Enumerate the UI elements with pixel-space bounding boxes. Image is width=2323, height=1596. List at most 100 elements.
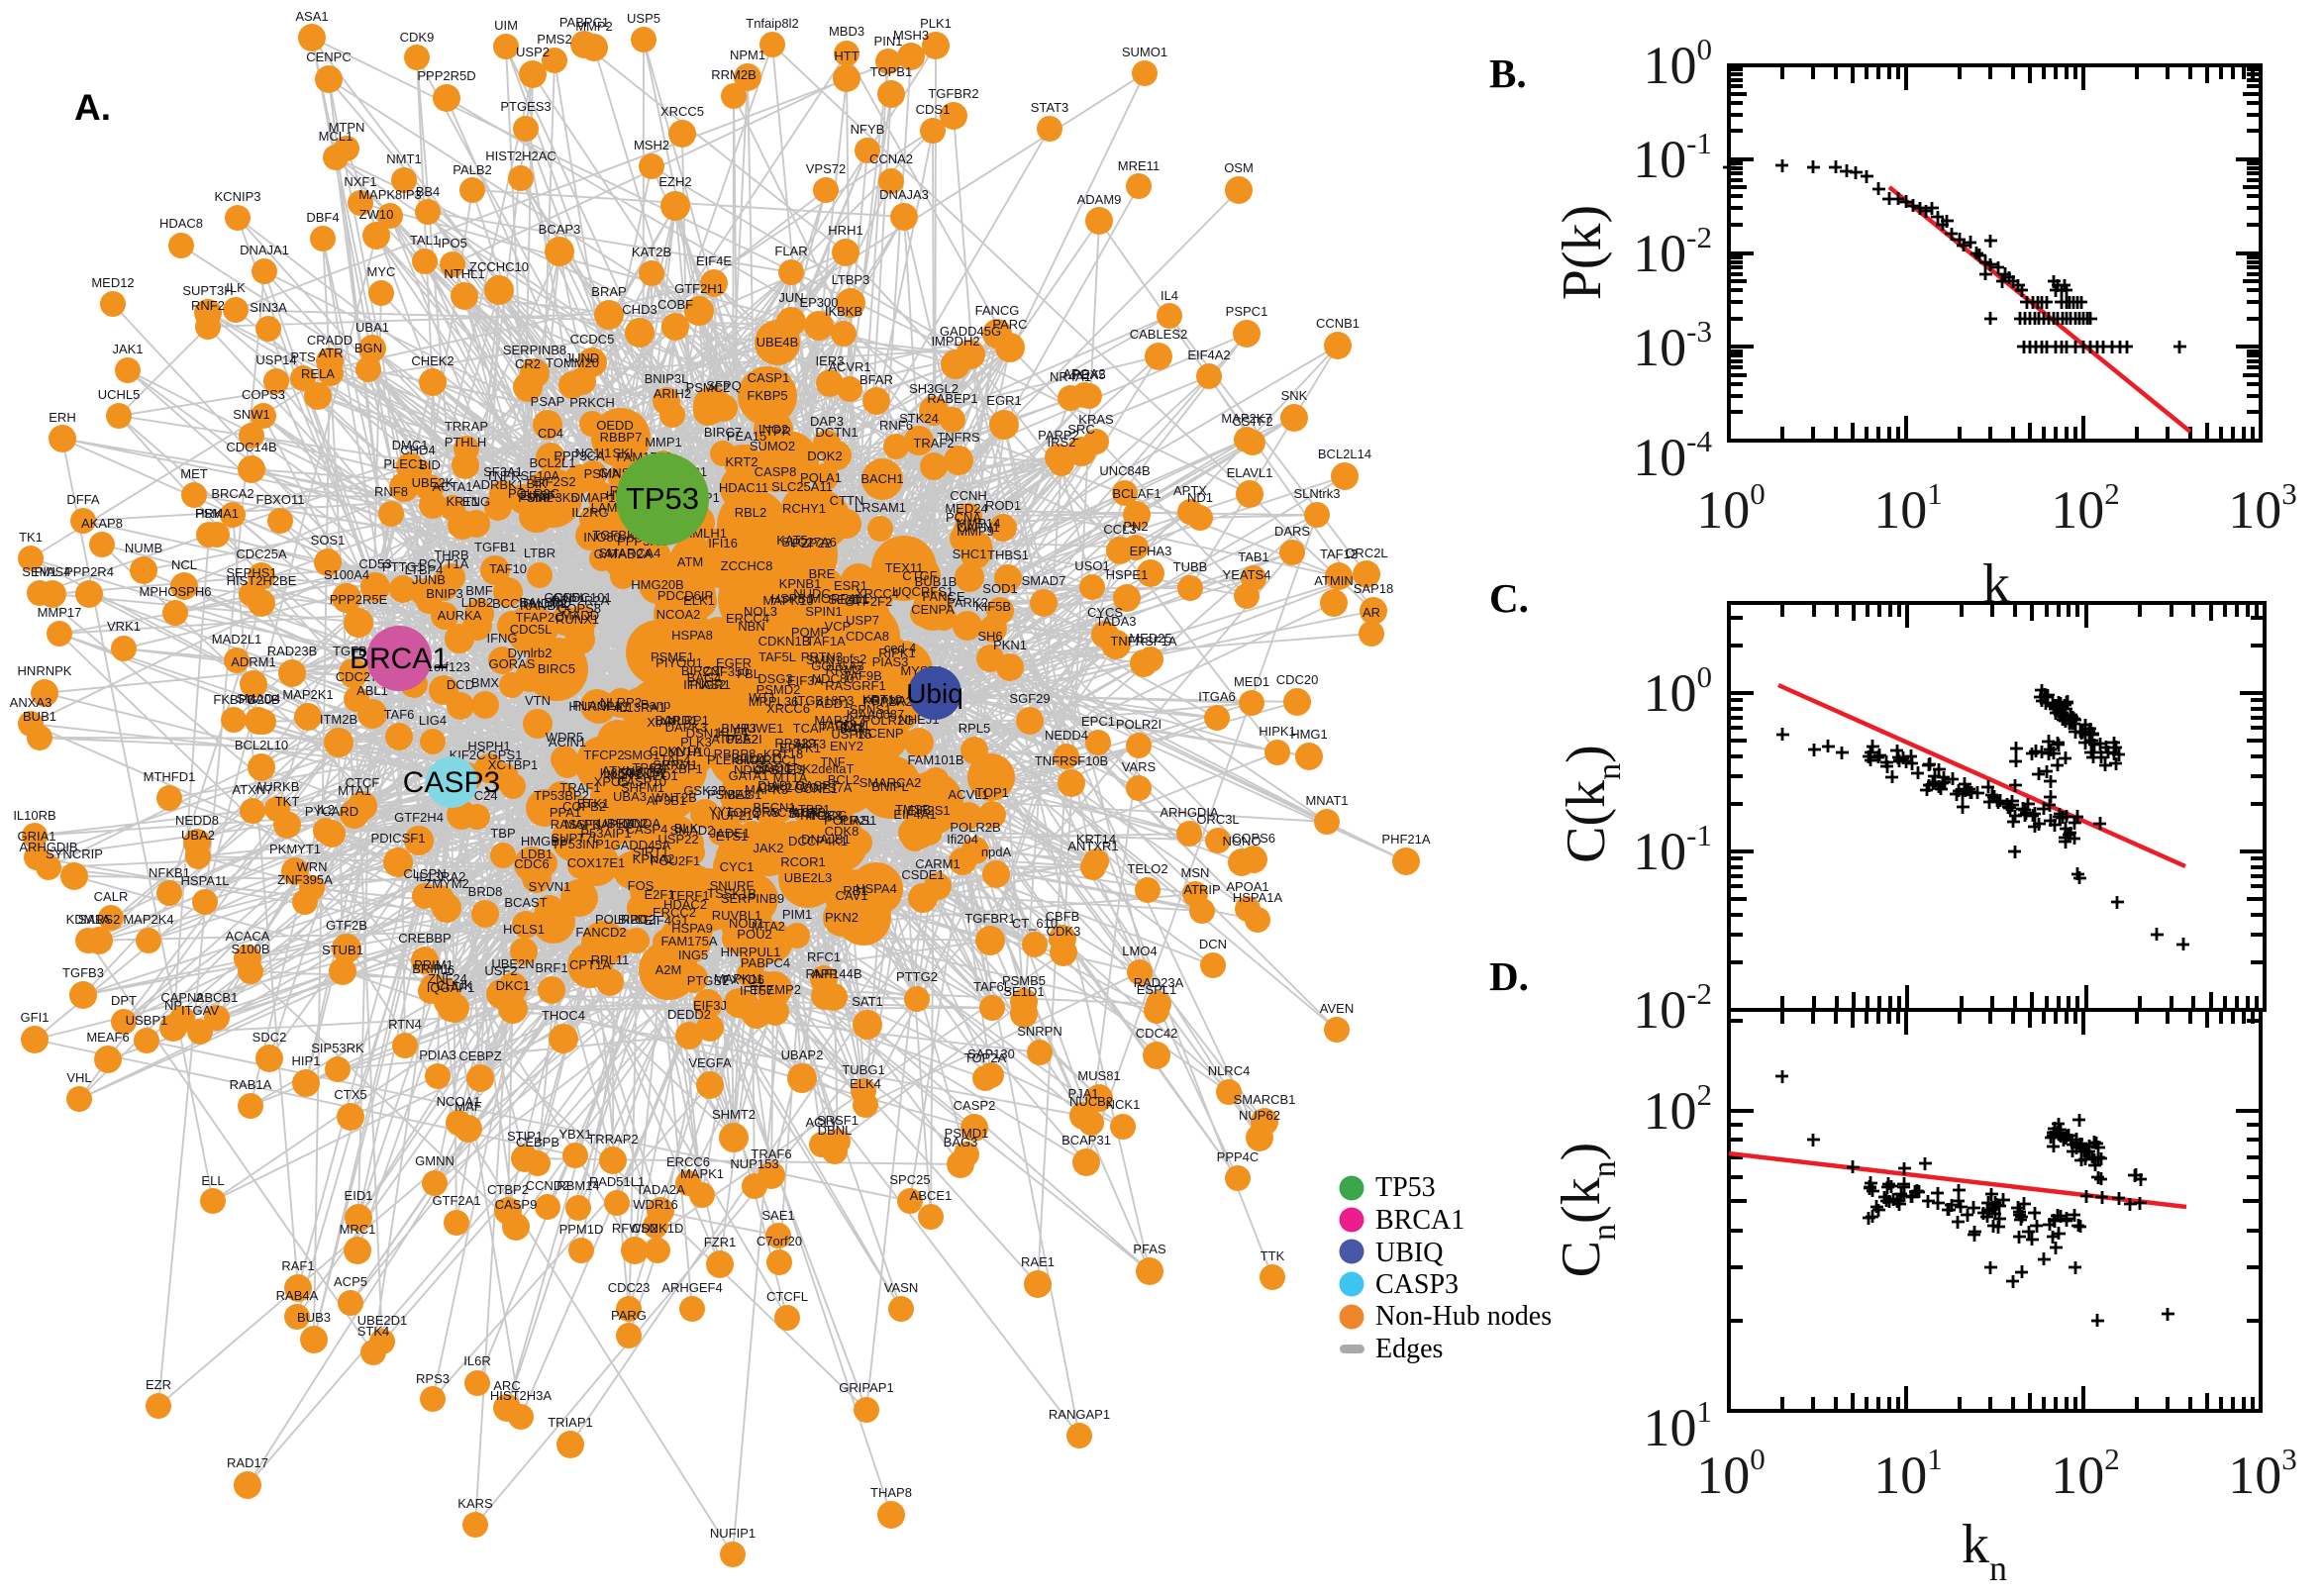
svg-text:BUB1: BUB1: [23, 709, 56, 724]
svg-text:UBE2D2: UBE2D2: [598, 816, 649, 831]
svg-text:TP53BP2: TP53BP2: [534, 788, 589, 803]
svg-text:ESR1: ESR1: [834, 578, 867, 593]
svg-text:D.: D.: [1489, 953, 1529, 999]
svg-text:VTN: VTN: [525, 693, 551, 708]
svg-text:TAB1: TAB1: [1238, 549, 1269, 564]
svg-text:MED24: MED24: [945, 501, 987, 516]
svg-text:EGFR: EGFR: [716, 655, 752, 670]
svg-text:COBF: COBF: [657, 297, 693, 312]
svg-text:PCYT1A: PCYT1A: [419, 556, 469, 571]
svg-text:WNT2B: WNT2B: [652, 790, 697, 805]
svg-text:P(k): P(k): [1552, 205, 1613, 300]
svg-text:RABEP1: RABEP1: [927, 391, 977, 406]
svg-text:MAPK3: MAPK3: [745, 782, 788, 797]
svg-text:ABL1: ABL1: [356, 683, 388, 698]
svg-text:ESPL1: ESPL1: [1137, 982, 1176, 997]
svg-text:A.: A.: [74, 87, 111, 128]
svg-text:CT_610: CT_610: [1012, 916, 1058, 931]
svg-text:CDK3: CDK3: [1047, 924, 1081, 939]
svg-text:MAP2K7: MAP2K7: [1221, 411, 1271, 426]
svg-text:CSTF1: CSTF1: [626, 765, 666, 780]
svg-text:RCOR1: RCOR1: [780, 854, 826, 869]
svg-text:SMARCC1: SMARCC1: [735, 752, 798, 767]
svg-text:ELK1: ELK1: [683, 593, 715, 608]
svg-text:TK1: TK1: [19, 530, 43, 545]
svg-text:EIF3A: EIF3A: [787, 673, 823, 688]
svg-text:BCL2L14: BCL2L14: [1318, 447, 1371, 461]
svg-text:KARS: KARS: [457, 1496, 493, 1511]
svg-text:CCNA2: CCNA2: [869, 151, 913, 166]
svg-text:IL2: IL2: [317, 802, 335, 817]
svg-text:IL13RA2: IL13RA2: [416, 869, 466, 884]
svg-text:PIYOU1: PIYOU1: [656, 655, 703, 670]
svg-text:VARS: VARS: [1122, 759, 1157, 774]
svg-text:BNIP3: BNIP3: [426, 586, 463, 601]
svg-text:FBXO11: FBXO11: [256, 492, 305, 507]
svg-text:THRB: THRB: [434, 548, 468, 562]
svg-text:CDC5L: CDC5L: [510, 622, 553, 637]
svg-text:ITGB8: ITGB8: [805, 808, 843, 823]
svg-text:PTHLH: PTHLH: [445, 435, 487, 449]
svg-text:TAF5: TAF5: [820, 719, 851, 734]
svg-text:MAD2L1: MAD2L1: [212, 632, 262, 647]
svg-text:SMN1: SMN1: [806, 652, 842, 667]
svg-text:GTF2H1: GTF2H1: [674, 281, 724, 296]
svg-text:SRC: SRC: [1067, 422, 1094, 437]
svg-text:MMP2: MMP2: [575, 19, 613, 34]
svg-text:PPM1D: PPM1D: [559, 1222, 604, 1237]
svg-text:DARS: DARS: [1274, 524, 1310, 539]
svg-text:CAV1: CAV1: [836, 888, 868, 903]
svg-text:NUFIP1: NUFIP1: [710, 1526, 756, 1541]
svg-text:ACTA1: ACTA1: [433, 479, 473, 494]
svg-text:KPNB1: KPNB1: [779, 576, 822, 591]
svg-text:ACIN1: ACIN1: [549, 735, 586, 749]
svg-text:EFEMP2: EFEMP2: [750, 982, 801, 997]
svg-text:UBE4B: UBE4B: [757, 335, 799, 349]
svg-text:PLAGL1: PLAGL1: [572, 698, 621, 713]
svg-text:RANGAP1: RANGAP1: [1049, 1407, 1110, 1422]
svg-text:TCAP: TCAP: [793, 721, 828, 736]
svg-text:TADA3: TADA3: [1096, 614, 1137, 629]
svg-text:ACP5: ACP5: [334, 1274, 367, 1289]
svg-text:TOP2A: TOP2A: [964, 1050, 1007, 1065]
svg-text:TFAP2C: TFAP2C: [515, 610, 563, 625]
svg-text:DIABLO: DIABLO: [758, 778, 805, 793]
svg-text:SE1D1: SE1D1: [1003, 984, 1044, 999]
svg-text:LDB1: LDB1: [521, 847, 554, 861]
svg-text:MDM2: MDM2: [530, 596, 567, 611]
svg-text:CENPA: CENPA: [911, 602, 955, 617]
svg-text:RIPK1: RIPK1: [878, 646, 916, 660]
svg-text:SMG1: SMG1: [624, 748, 660, 762]
svg-text:TGFBR1: TGFBR1: [964, 911, 1015, 926]
svg-text:RRM2B: RRM2B: [711, 67, 757, 82]
svg-text:MYH10: MYH10: [667, 745, 710, 759]
svg-text:ARHGEF4: ARHGEF4: [661, 1280, 722, 1295]
svg-text:POMP: POMP: [791, 625, 829, 640]
svg-text:TP53INP1: TP53INP1: [552, 837, 611, 851]
svg-text:SOS1: SOS1: [311, 533, 346, 548]
svg-text:ETS1: ETS1: [716, 829, 749, 844]
svg-text:AKT3: AKT3: [794, 737, 827, 751]
svg-text:TOPB1: TOPB1: [870, 64, 912, 79]
svg-text:AKAP8: AKAP8: [81, 516, 123, 531]
svg-text:TSSK1B: TSSK1B: [707, 886, 757, 901]
svg-text:RBBP8: RBBP8: [714, 747, 757, 761]
svg-text:PSAP: PSAP: [531, 394, 565, 409]
svg-text:JUNB: JUNB: [412, 572, 446, 587]
svg-text:NLRP2: NLRP2: [600, 695, 642, 710]
svg-text:NDUFS1: NDUFS1: [734, 762, 785, 777]
svg-text:SMARCA4: SMARCA4: [599, 546, 661, 560]
svg-text:FXYD6: FXYD6: [723, 972, 764, 987]
svg-text:IL4: IL4: [1161, 288, 1178, 303]
svg-text:IFNGR1: IFNGR1: [683, 677, 731, 692]
svg-text:AVEN: AVEN: [1320, 1001, 1354, 1016]
svg-text:HCLS1: HCLS1: [503, 922, 545, 937]
svg-text:KRT18: KRT18: [763, 747, 803, 761]
svg-text:CDKN1B: CDKN1B: [758, 634, 811, 648]
svg-text:SMAD2: SMAD2: [670, 823, 715, 838]
svg-text:SPNS1: SPNS1: [850, 702, 892, 717]
svg-text:PSMD2: PSMD2: [757, 682, 801, 697]
svg-text:SAE1: SAE1: [761, 1208, 794, 1223]
svg-text:PN2: PN2: [1123, 519, 1148, 534]
svg-text:SOD1: SOD1: [982, 581, 1017, 596]
